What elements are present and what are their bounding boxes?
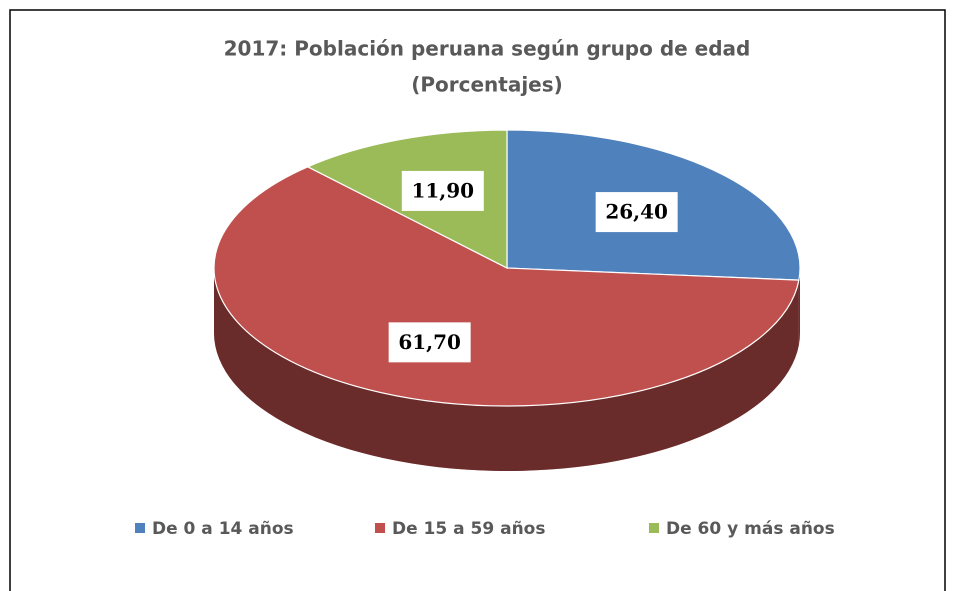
pie-side <box>214 268 799 471</box>
pie-side <box>798 268 800 346</box>
chart-subtitle: (Porcentajes) <box>411 73 563 97</box>
legend-label: De 15 a 59 años <box>392 519 545 539</box>
chart-border <box>9 9 946 591</box>
pie-slice <box>213 166 800 407</box>
data-label: 26,40 <box>605 200 668 224</box>
chart-title: 2017: Población peruana según grupo de e… <box>224 37 751 61</box>
pie-side-shade <box>214 268 799 471</box>
legend-swatch <box>135 523 145 533</box>
pie-side-shade <box>798 268 800 346</box>
data-label-box <box>388 322 471 363</box>
legend-swatch <box>649 523 659 533</box>
legend-swatch <box>375 523 385 533</box>
data-label: 61,70 <box>398 330 461 354</box>
legend-label: De 0 a 14 años <box>152 519 294 539</box>
data-label: 11,90 <box>411 178 474 202</box>
legend-label: De 60 y más años <box>666 519 835 539</box>
data-label-box <box>401 170 484 211</box>
data-label-box <box>595 192 678 233</box>
